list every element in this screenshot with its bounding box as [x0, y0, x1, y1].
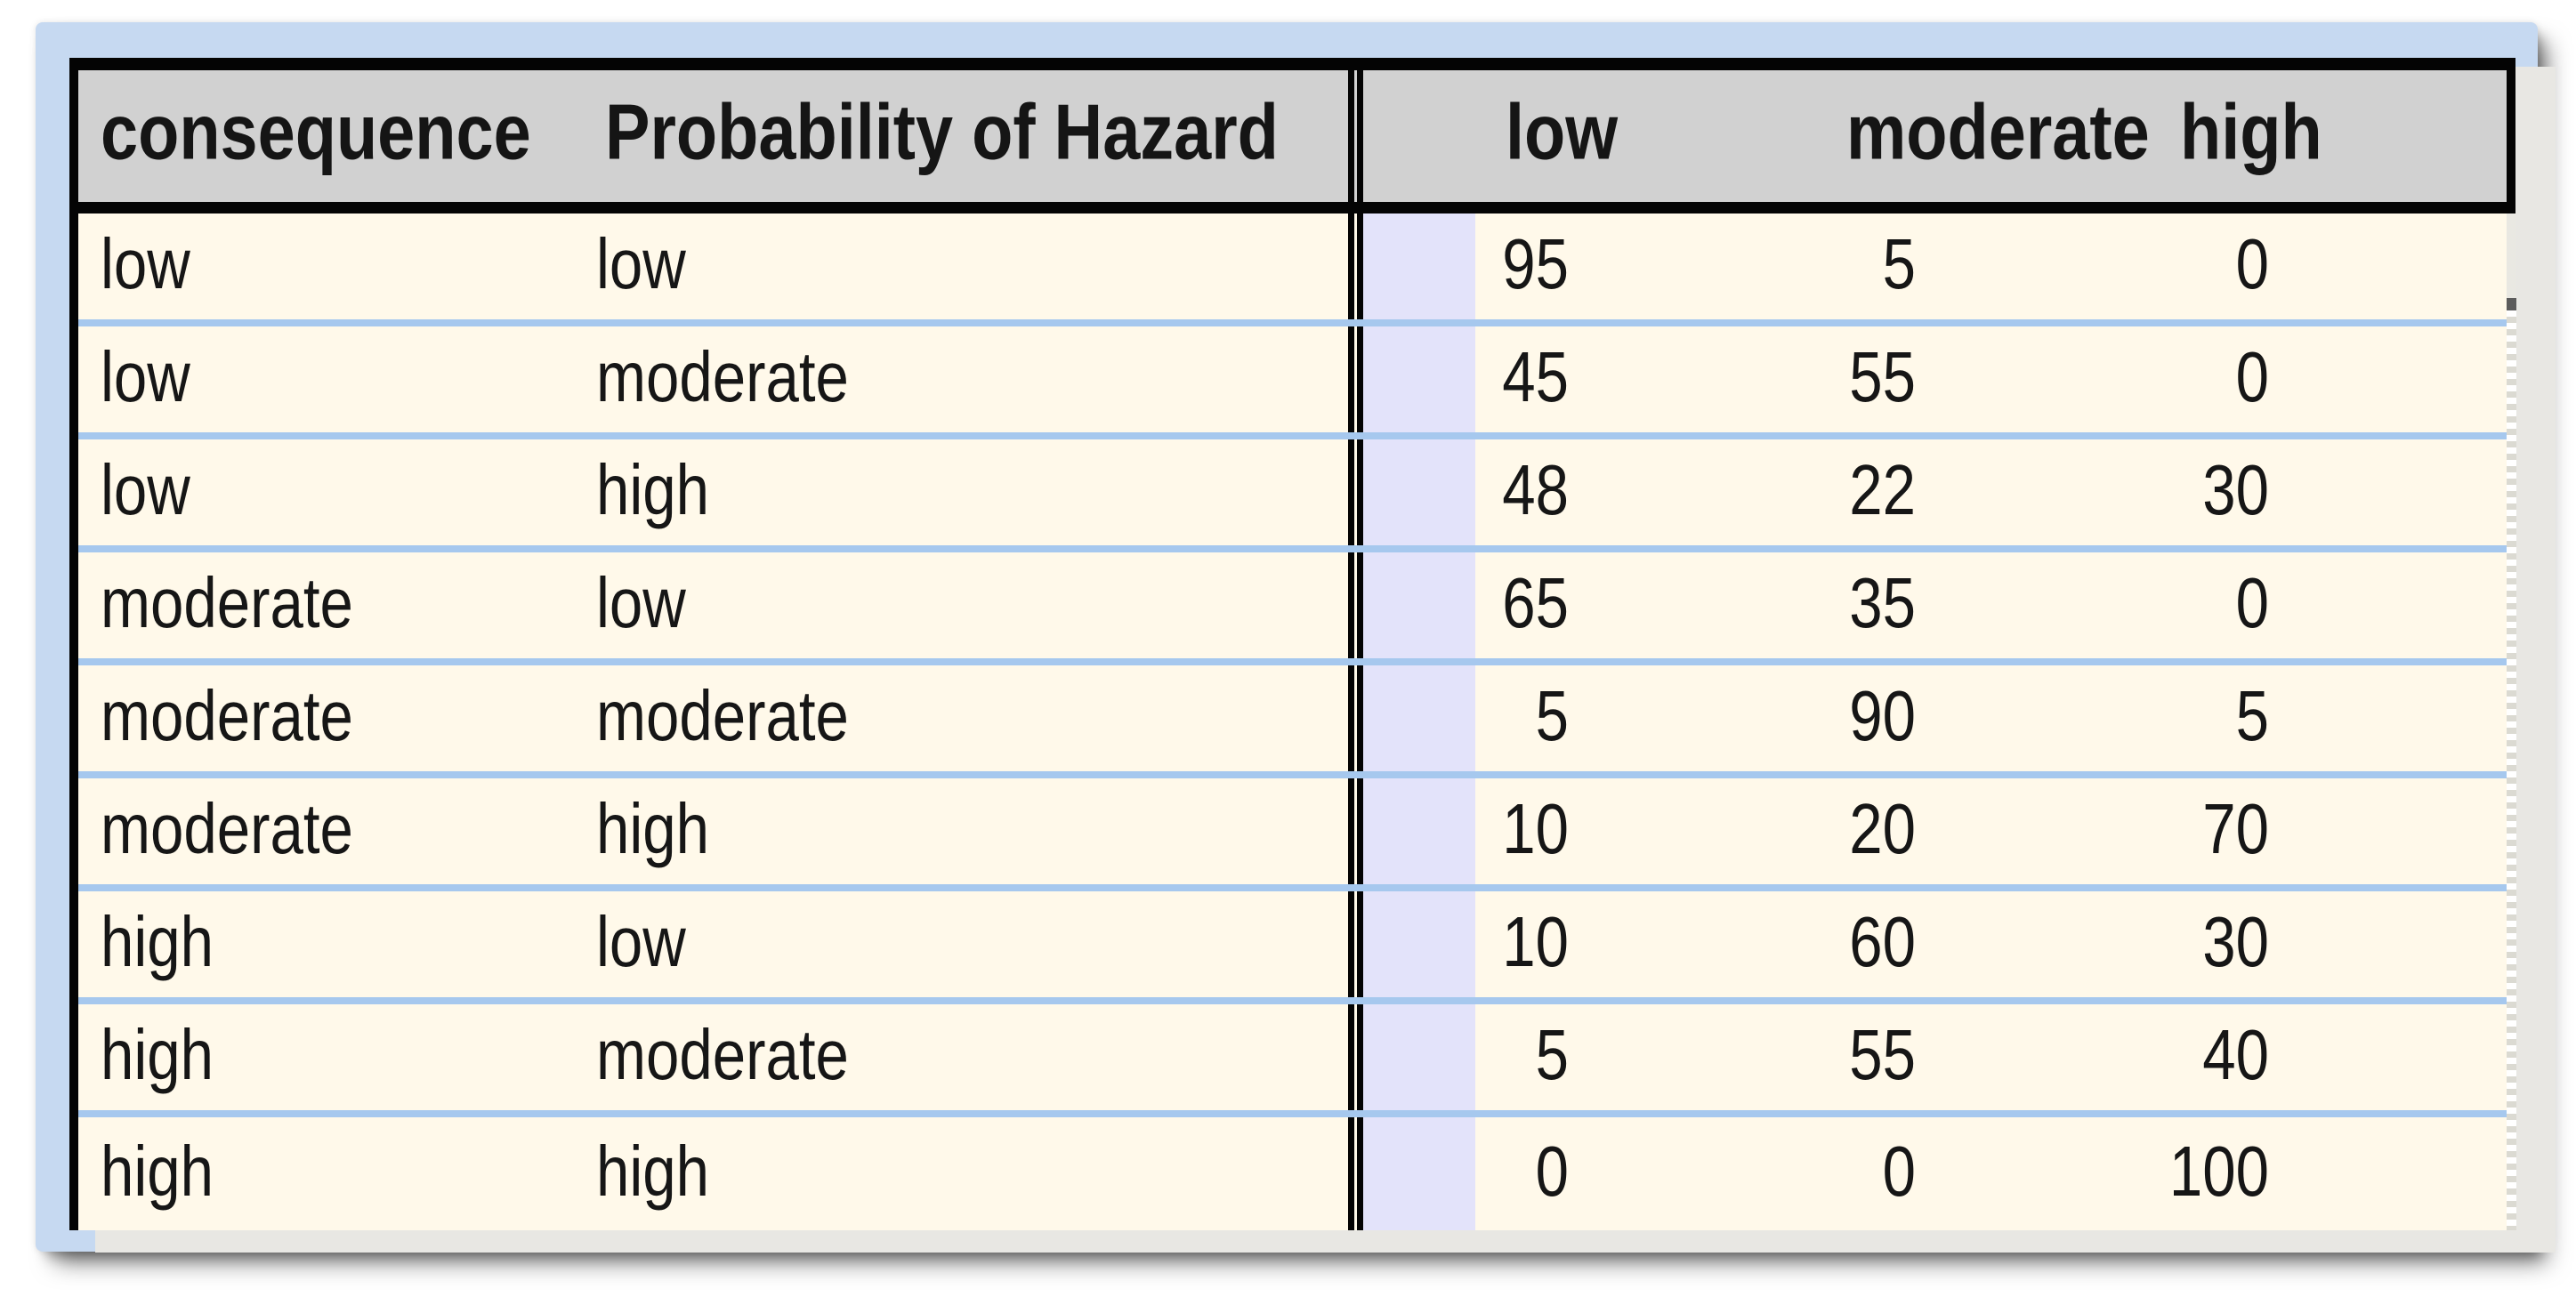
cell-value-low[interactable]: 95 [1502, 223, 1569, 303]
cell-value-high[interactable]: 100 [2168, 1131, 2269, 1211]
cell-value-moderate[interactable]: 55 [1849, 336, 1916, 416]
table-row: low low 95 5 0 [78, 213, 2507, 326]
cell-value-high[interactable]: 40 [2202, 1014, 2269, 1094]
cell-consequence: low [101, 223, 190, 303]
header-state-moderate: moderate [1846, 87, 2150, 176]
cell-probability: low [596, 223, 686, 303]
cell-value-moderate[interactable]: 35 [1849, 562, 1916, 642]
scrollbar-thumb[interactable] [2507, 298, 2516, 310]
cell-consequence: moderate [101, 788, 353, 868]
gutter-column [1363, 213, 1475, 1230]
cell-probability: low [596, 901, 686, 981]
cell-value-moderate[interactable]: 5 [1882, 223, 1916, 303]
cell-probability: high [596, 449, 710, 529]
table-row: moderate low 65 35 0 [78, 552, 2507, 665]
cell-value-low[interactable]: 48 [1502, 449, 1569, 529]
column-divider-line [1348, 58, 1354, 1230]
table-row: low moderate 45 55 0 [78, 326, 2507, 439]
header-probability-of-hazard: Probability of Hazard [605, 87, 1279, 176]
cell-value-moderate[interactable]: 60 [1849, 901, 1916, 981]
table-header-row: consequence Probability of Hazard low mo… [69, 58, 2515, 213]
cell-value-high[interactable]: 0 [2235, 562, 2269, 642]
header-state-high: high [2180, 87, 2322, 176]
cell-value-low[interactable]: 10 [1502, 901, 1569, 981]
cell-consequence: high [101, 901, 214, 981]
cell-probability: moderate [596, 1014, 849, 1094]
cell-consequence: high [101, 1131, 214, 1211]
cell-probability: moderate [596, 336, 849, 416]
scrollbar-track-top [2507, 213, 2516, 298]
cell-value-moderate[interactable]: 55 [1849, 1014, 1916, 1094]
cell-consequence: high [101, 1014, 214, 1094]
header-consequence: consequence [101, 87, 531, 176]
cell-value-high[interactable]: 5 [2235, 675, 2269, 755]
table-row: high high 0 0 100 [78, 1117, 2507, 1230]
table-row: high low 10 60 30 [78, 891, 2507, 1004]
cell-consequence: moderate [101, 675, 353, 755]
cell-value-moderate[interactable]: 22 [1849, 449, 1916, 529]
cell-value-high[interactable]: 0 [2235, 336, 2269, 416]
cell-consequence: low [101, 336, 190, 416]
cell-value-moderate[interactable]: 0 [1882, 1131, 1916, 1211]
cell-value-low[interactable]: 5 [1535, 675, 1569, 755]
cell-value-moderate[interactable]: 90 [1849, 675, 1916, 755]
table-row: high moderate 5 55 40 [78, 1004, 2507, 1117]
table-row: moderate moderate 5 90 5 [78, 665, 2507, 778]
cell-probability: high [596, 788, 710, 868]
cell-consequence: low [101, 449, 190, 529]
header-state-low: low [1506, 87, 1619, 176]
cell-value-high[interactable]: 30 [2202, 449, 2269, 529]
cell-probability: high [596, 1131, 710, 1211]
cell-value-low[interactable]: 65 [1502, 562, 1569, 642]
cell-consequence: moderate [101, 562, 353, 642]
cell-value-high[interactable]: 0 [2235, 223, 2269, 303]
cell-value-moderate[interactable]: 20 [1849, 788, 1916, 868]
vertical-scrollbar [2507, 213, 2516, 1230]
cell-value-low[interactable]: 0 [1535, 1131, 1569, 1211]
cell-value-high[interactable]: 30 [2202, 901, 2269, 981]
table-row: moderate high 10 20 70 [78, 778, 2507, 891]
cell-value-low[interactable]: 10 [1502, 788, 1569, 868]
cell-value-low[interactable]: 45 [1502, 336, 1569, 416]
table-row: low high 48 22 30 [78, 439, 2507, 552]
scrollbar-track-dashed [2507, 310, 2516, 1230]
cell-probability: low [596, 562, 686, 642]
cell-probability: moderate [596, 675, 849, 755]
table-body: low low 95 5 0 low moderate 45 55 0 low … [69, 213, 2507, 1230]
cell-value-high[interactable]: 70 [2202, 788, 2269, 868]
cell-value-low[interactable]: 5 [1535, 1014, 1569, 1094]
column-divider-line [1357, 58, 1363, 1230]
